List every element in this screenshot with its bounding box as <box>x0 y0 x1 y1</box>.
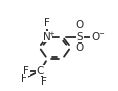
Text: O: O <box>91 32 99 41</box>
Text: F: F <box>41 77 47 87</box>
Text: F: F <box>21 74 27 84</box>
Text: O: O <box>76 43 84 53</box>
Text: C: C <box>37 66 44 76</box>
Text: F: F <box>44 18 50 28</box>
Text: −: − <box>99 31 105 37</box>
Text: S: S <box>77 32 83 41</box>
Text: N: N <box>43 32 51 41</box>
Text: F: F <box>23 66 29 76</box>
Text: O: O <box>76 20 84 30</box>
Text: +: + <box>48 31 54 37</box>
